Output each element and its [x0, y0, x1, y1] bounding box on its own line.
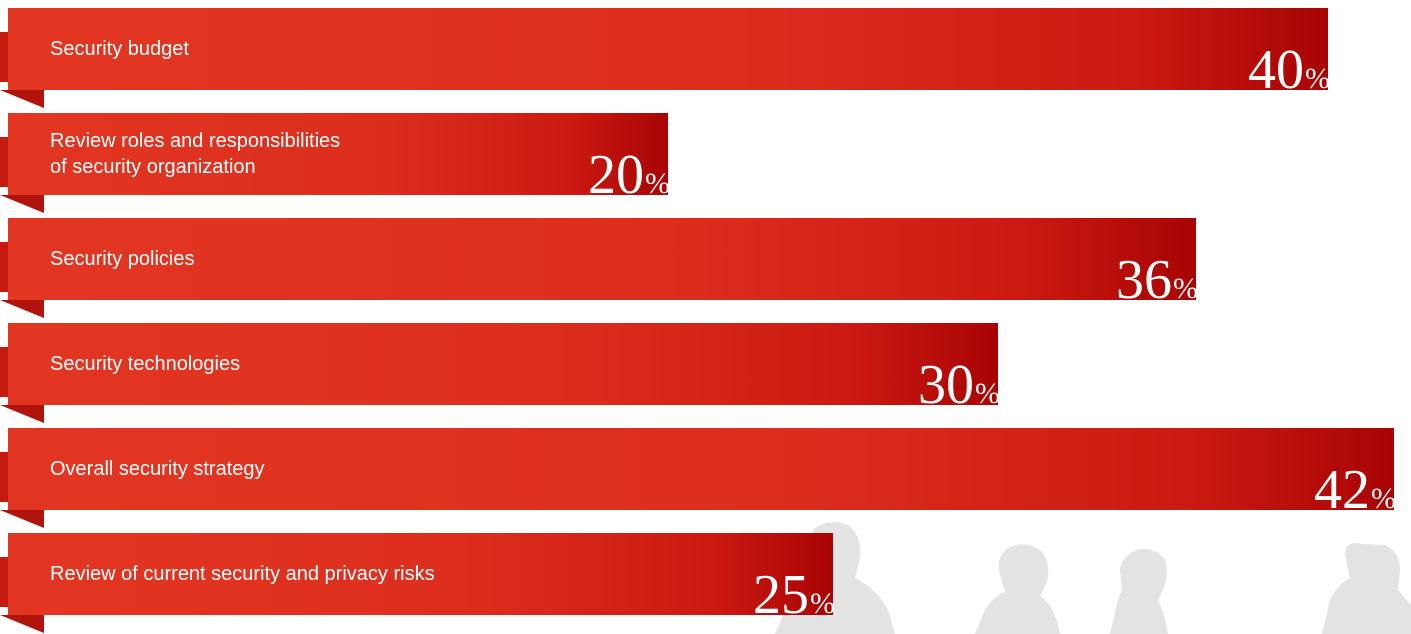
ribbon-fold	[0, 615, 44, 633]
value-number: 36	[1116, 249, 1172, 311]
bar: Security policies 36%	[8, 218, 1198, 308]
value-label: 42%	[1314, 462, 1396, 518]
ribbon-tab	[0, 347, 9, 397]
bar: Review roles and responsibilities of sec…	[8, 113, 670, 203]
person-silhouette	[1110, 549, 1168, 634]
ribbon-tab	[0, 242, 9, 292]
category-label: Security technologies	[50, 353, 241, 375]
category-label: Security policies	[50, 248, 195, 270]
ribbon-fold	[0, 90, 44, 108]
category-label: Overall security strategy	[50, 458, 265, 480]
percent-symbol: %	[975, 377, 1000, 410]
value-label: 40%	[1248, 42, 1330, 98]
ribbon-tab	[0, 452, 9, 502]
category-label: Review roles and responsibilities of sec…	[50, 130, 341, 178]
bar: Security technologies 30%	[8, 323, 1000, 413]
ribbon-tab	[0, 557, 9, 607]
bar: Review of current security and privacy r…	[8, 533, 835, 623]
value-label: 25%	[753, 567, 835, 623]
percent-symbol: %	[810, 587, 835, 620]
ribbon-tab	[0, 32, 9, 82]
person-silhouette	[975, 544, 1060, 634]
percent-symbol: %	[645, 167, 670, 200]
value-number: 30	[918, 354, 974, 416]
person-silhouette	[1322, 543, 1411, 634]
ribbon-fold	[0, 510, 44, 528]
category-label: Review of current security and privacy r…	[50, 563, 435, 585]
ribbon-fold	[0, 300, 44, 318]
value-label: 36%	[1116, 252, 1198, 308]
percent-symbol: %	[1371, 482, 1396, 515]
bar: Security budget 40%	[8, 8, 1330, 98]
ribbon-fold	[0, 405, 44, 423]
value-label: 20%	[588, 147, 670, 203]
ribbon-tab	[0, 137, 9, 187]
category-label: Security budget	[50, 38, 189, 60]
percent-symbol: %	[1305, 62, 1330, 95]
bar: Overall security strategy 42%	[8, 428, 1396, 518]
value-number: 42	[1314, 459, 1370, 521]
value-number: 20	[588, 144, 644, 206]
percent-symbol: %	[1173, 272, 1198, 305]
ribbon-fold	[0, 195, 44, 213]
value-label: 30%	[918, 357, 1000, 413]
value-number: 40	[1248, 39, 1304, 101]
value-number: 25	[753, 564, 809, 626]
